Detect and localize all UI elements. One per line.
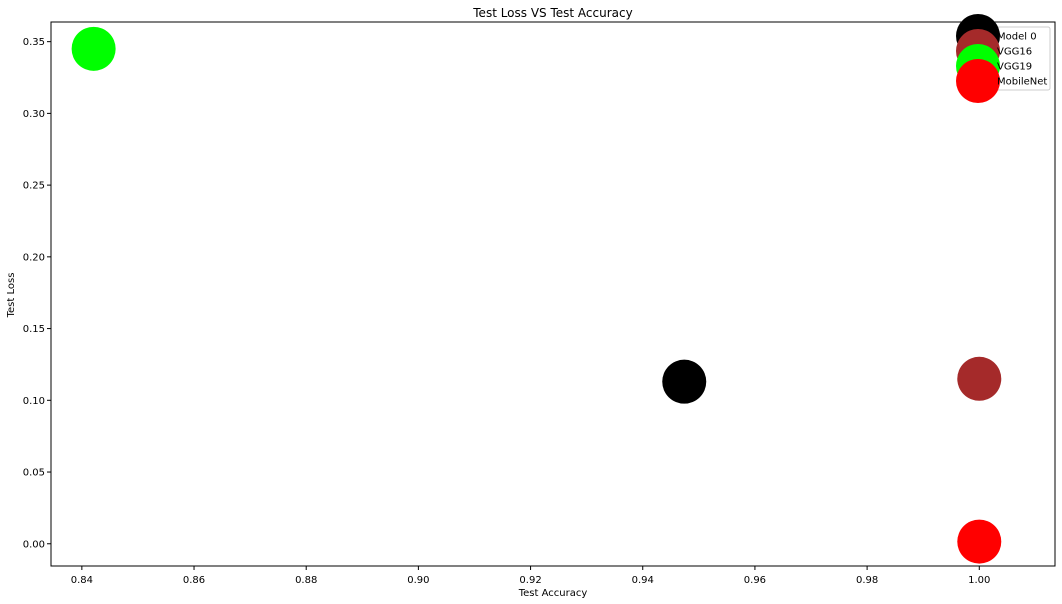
data-point-0 (662, 359, 707, 404)
legend: Model 0 VGG16 VGG19 MobileNet (956, 14, 1051, 103)
y-tick-label: 0.20 (23, 252, 45, 263)
x-axis-label: Test Accuracy (518, 588, 588, 599)
x-tick-label: 0.96 (744, 575, 766, 586)
legend-label: VGG19 (997, 62, 1032, 73)
x-tick-label: 0.84 (71, 575, 93, 586)
y-tick-label: 0.35 (23, 37, 45, 48)
x-tick-label: 0.92 (519, 575, 541, 586)
x-axis: 0.84 0.86 0.88 0.90 0.92 0.94 0.96 0.98 1.00 (71, 566, 990, 586)
x-tick-label: 1.00 (968, 575, 990, 586)
x-tick-label: 0.86 (183, 575, 205, 586)
plot-area (71, 26, 1002, 564)
y-tick-label: 0.25 (23, 181, 45, 192)
y-tick-label: 0.00 (23, 539, 45, 550)
x-tick-label: 0.88 (295, 575, 317, 586)
x-tick-label: 0.98 (856, 575, 878, 586)
data-point-1 (957, 356, 1002, 401)
legend-label: Model 0 (997, 32, 1037, 43)
legend-marker (956, 59, 1000, 103)
legend-label: MobileNet (997, 77, 1047, 88)
y-axis: 0.00 0.05 0.10 0.15 0.20 0.25 0.30 0.35 (23, 37, 51, 550)
y-axis-label: Test Loss (6, 273, 17, 319)
x-tick-label: 0.90 (407, 575, 429, 586)
y-tick-label: 0.30 (23, 109, 45, 120)
data-point-2 (71, 26, 116, 71)
plot-frame (50, 21, 1056, 567)
y-tick-label: 0.15 (23, 324, 45, 335)
legend-label: VGG16 (997, 47, 1032, 58)
chart-title: Test Loss VS Test Accuracy (472, 6, 632, 20)
y-tick-label: 0.10 (23, 396, 45, 407)
data-point-3 (957, 519, 1002, 564)
x-tick-label: 0.94 (632, 575, 654, 586)
y-tick-label: 0.05 (23, 468, 45, 479)
